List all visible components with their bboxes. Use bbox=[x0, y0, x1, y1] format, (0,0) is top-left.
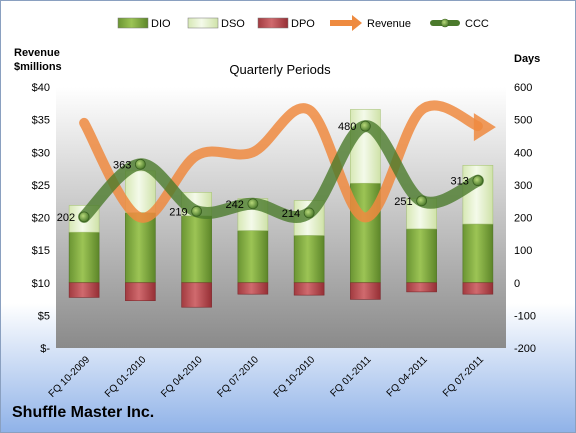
right-tick-label: 400 bbox=[514, 147, 532, 159]
right-tick-label: 100 bbox=[514, 245, 532, 257]
right-axis-ticks: -200 -100 0 100 200 300 400 500 600 bbox=[514, 82, 536, 355]
ccc-data-label: 202 bbox=[57, 212, 75, 224]
ccc-marker bbox=[247, 198, 259, 210]
bar-dio bbox=[462, 223, 494, 284]
right-tick-label: 300 bbox=[514, 180, 532, 192]
right-axis-label: Days bbox=[514, 53, 540, 65]
right-tick-label: 200 bbox=[514, 213, 532, 225]
bar-dio bbox=[237, 230, 269, 284]
bar-dio bbox=[406, 228, 437, 284]
bar-dpo bbox=[293, 282, 325, 296]
bar-dio bbox=[125, 212, 156, 284]
bar-dpo bbox=[68, 282, 100, 298]
left-axis-label-line1: Revenue bbox=[14, 47, 60, 59]
legend-swatch-dio bbox=[117, 17, 149, 29]
bar-dio bbox=[181, 215, 212, 284]
bar-dpo bbox=[125, 282, 156, 301]
right-tick-label: -200 bbox=[514, 343, 536, 355]
left-axis-ticks: $- $5 $10 $15 $20 $25 $30 $35 $40 bbox=[32, 82, 51, 355]
ccc-marker bbox=[78, 211, 90, 223]
bar-dpo bbox=[462, 282, 494, 295]
left-tick-label: $25 bbox=[32, 180, 50, 192]
ccc-marker bbox=[303, 207, 315, 219]
bar-dpo bbox=[237, 282, 269, 295]
left-axis-label-line2: $millions bbox=[14, 61, 62, 73]
left-tick-label: $- bbox=[40, 343, 50, 355]
ccc-marker bbox=[416, 195, 428, 207]
left-tick-label: $20 bbox=[32, 213, 50, 225]
left-tick-label: $10 bbox=[32, 278, 50, 290]
chart-title: Quarterly Periods bbox=[229, 62, 331, 77]
legend-label: DSO bbox=[221, 18, 245, 30]
left-tick-label: $15 bbox=[32, 245, 50, 257]
bar-dio bbox=[68, 231, 100, 284]
legend-swatch-revenue bbox=[330, 15, 362, 31]
bar-dpo bbox=[406, 282, 437, 293]
ccc-marker bbox=[191, 205, 203, 217]
ccc-data-label: 313 bbox=[451, 176, 469, 188]
right-tick-label: -100 bbox=[514, 310, 536, 322]
legend-label: DPO bbox=[291, 18, 315, 30]
ccc-data-label: 242 bbox=[226, 199, 244, 211]
company-name: Shuffle Master Inc. bbox=[12, 404, 155, 421]
legend-swatch-ccc-marker bbox=[440, 18, 450, 28]
bar-dso bbox=[462, 165, 494, 225]
bar-dio bbox=[293, 235, 325, 284]
right-tick-label: 600 bbox=[514, 82, 532, 94]
right-tick-label: 500 bbox=[514, 115, 532, 127]
ccc-marker bbox=[472, 175, 484, 187]
left-tick-label: $40 bbox=[32, 82, 50, 94]
ccc-marker bbox=[134, 158, 146, 170]
legend-label: DIO bbox=[151, 18, 171, 30]
legend-label: Revenue bbox=[367, 18, 411, 30]
left-tick-label: $30 bbox=[32, 147, 50, 159]
legend-label: CCC bbox=[465, 18, 489, 30]
ccc-data-label: 480 bbox=[338, 121, 356, 133]
ccc-marker bbox=[359, 120, 371, 132]
ccc-data-label: 219 bbox=[169, 206, 187, 218]
legend-swatch-dso bbox=[187, 17, 219, 29]
ccc-data-label: 214 bbox=[282, 208, 300, 220]
left-tick-label: $35 bbox=[32, 115, 50, 127]
legend: DIO DSO DPO Revenue CCC bbox=[117, 15, 489, 31]
bar-dpo bbox=[181, 282, 212, 308]
right-tick-label: 0 bbox=[514, 278, 520, 290]
revenue-arrowhead bbox=[473, 113, 496, 142]
legend-swatch-dpo bbox=[257, 17, 289, 29]
left-tick-label: $5 bbox=[38, 310, 50, 322]
data-labels-layer: 202 363 219 242 214 480 251 313 bbox=[57, 121, 469, 224]
ccc-data-label: 251 bbox=[394, 196, 412, 208]
line-revenue bbox=[79, 100, 483, 223]
markers-layer bbox=[78, 120, 484, 223]
bar-dpo bbox=[350, 282, 381, 300]
ccc-data-label: 363 bbox=[113, 159, 131, 171]
